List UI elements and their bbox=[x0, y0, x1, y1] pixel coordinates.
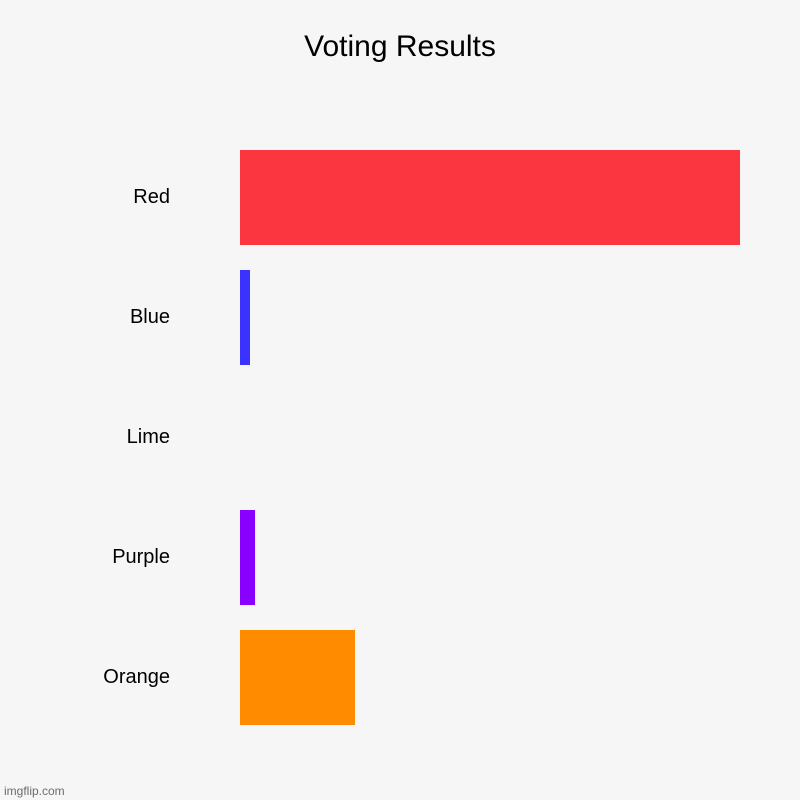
voting-results-chart: Voting Results Red Blue Lime Purple Orange i… bbox=[0, 0, 800, 800]
bar bbox=[240, 270, 250, 365]
watermark-text: imgflip.com bbox=[4, 784, 65, 798]
category-label: Orange bbox=[0, 666, 170, 689]
bar bbox=[240, 510, 255, 605]
category-label: Purple bbox=[0, 546, 170, 569]
category-label: Red bbox=[0, 186, 170, 209]
category-label: Lime bbox=[0, 426, 170, 449]
bar bbox=[240, 150, 740, 245]
bar bbox=[240, 630, 355, 725]
category-label: Blue bbox=[0, 306, 170, 329]
chart-title: Voting Results bbox=[0, 30, 800, 64]
